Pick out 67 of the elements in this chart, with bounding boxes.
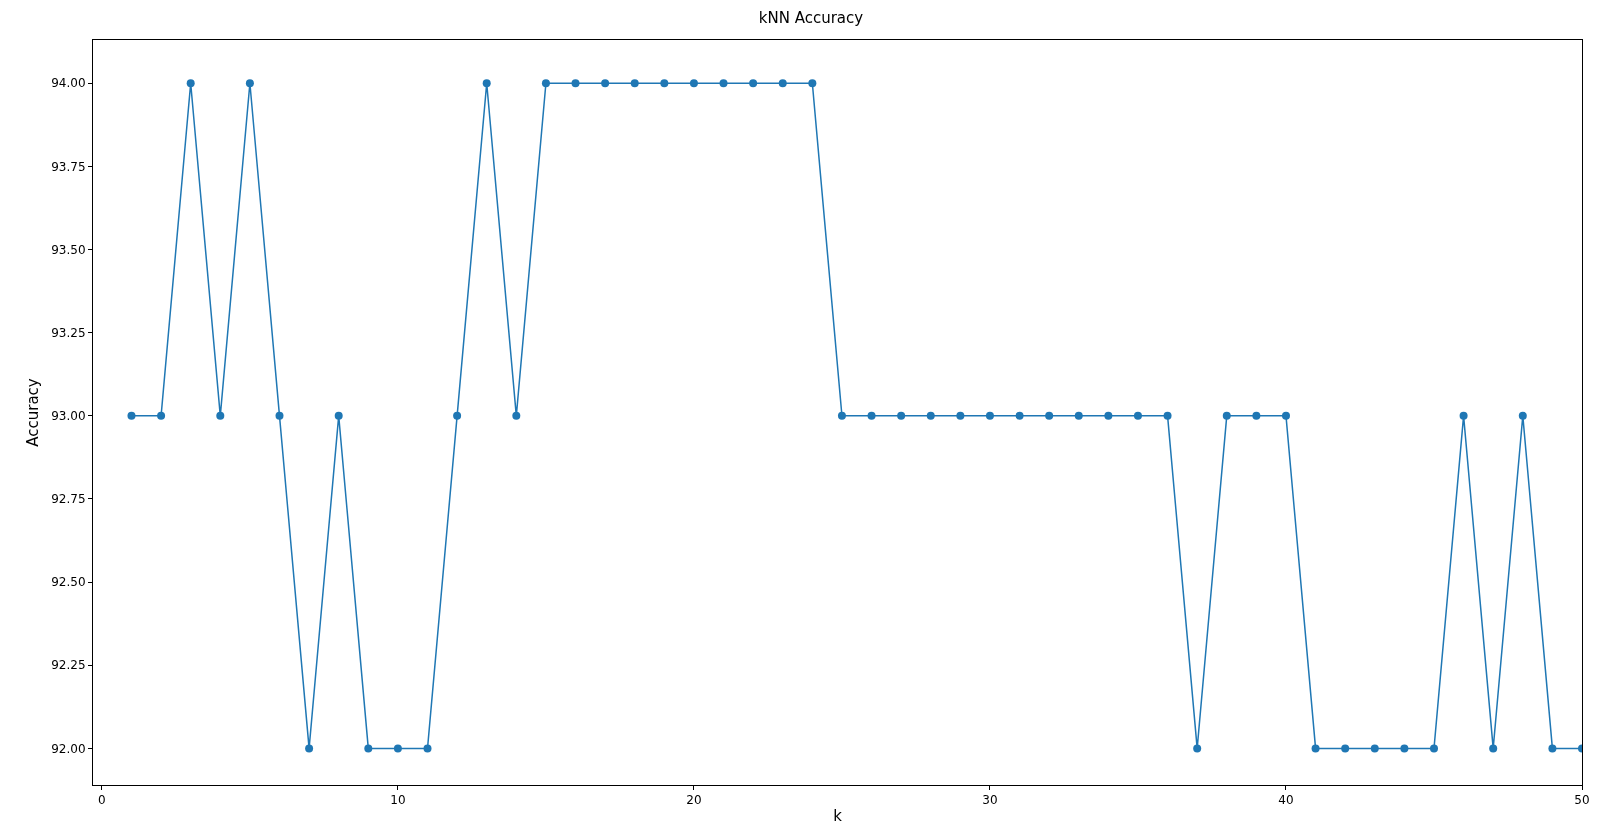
point <box>453 411 462 420</box>
x-tick-label: 0 <box>98 793 106 808</box>
x-tick-label: 20 <box>686 793 702 808</box>
point <box>926 411 935 420</box>
point <box>1341 744 1350 753</box>
point <box>216 411 225 420</box>
point <box>1193 744 1202 753</box>
point <box>482 79 491 88</box>
point <box>423 744 432 753</box>
y-tick-label: 93.50 <box>51 242 86 257</box>
y-tick-label: 93.00 <box>51 409 86 424</box>
x-tick-label: 40 <box>1278 793 1294 808</box>
point <box>245 79 254 88</box>
point <box>1548 744 1557 753</box>
point <box>897 411 906 420</box>
y-tick-label: 93.75 <box>51 159 86 174</box>
point <box>808 79 817 88</box>
point <box>837 411 846 420</box>
point <box>1074 411 1083 420</box>
point <box>956 411 965 420</box>
point <box>1489 744 1498 753</box>
point <box>305 744 314 753</box>
point <box>985 411 994 420</box>
point <box>1429 744 1438 753</box>
point <box>393 744 402 753</box>
point <box>1045 411 1054 420</box>
point <box>689 79 698 88</box>
point <box>334 411 343 420</box>
point <box>1459 411 1468 420</box>
chart-title: kNN Accuracy <box>758 9 864 28</box>
point <box>1133 411 1142 420</box>
point <box>1104 411 1113 420</box>
point <box>601 79 610 88</box>
y-tick-label: 92.75 <box>51 492 86 507</box>
x-tick-label: 30 <box>982 793 998 808</box>
point <box>1311 744 1320 753</box>
y-tick-label: 92.25 <box>51 658 86 673</box>
point <box>1015 411 1024 420</box>
x-tick-label: 10 <box>390 793 406 808</box>
point <box>630 79 639 88</box>
point <box>186 79 195 88</box>
point <box>1281 411 1290 420</box>
point <box>867 411 876 420</box>
point <box>1400 744 1409 753</box>
point <box>1163 411 1172 420</box>
point <box>541 79 550 88</box>
point <box>778 79 787 88</box>
point <box>157 411 166 420</box>
point <box>512 411 521 420</box>
point <box>571 79 580 88</box>
x-axis-title: k <box>833 807 843 826</box>
point <box>660 79 669 88</box>
point <box>275 411 284 420</box>
x-tick-label: 50 <box>1574 793 1590 808</box>
point <box>364 744 373 753</box>
y-axis-title: Accuracy <box>24 378 43 447</box>
point <box>1518 411 1527 420</box>
point <box>1370 744 1379 753</box>
point <box>749 79 758 88</box>
point <box>127 411 136 420</box>
y-tick-label: 93.25 <box>51 325 86 340</box>
y-tick-label: 94.00 <box>51 76 86 91</box>
y-tick-label: 92.00 <box>51 741 86 756</box>
y-tick-label: 92.50 <box>51 575 86 590</box>
point <box>1222 411 1231 420</box>
point <box>1252 411 1261 420</box>
point <box>719 79 728 88</box>
